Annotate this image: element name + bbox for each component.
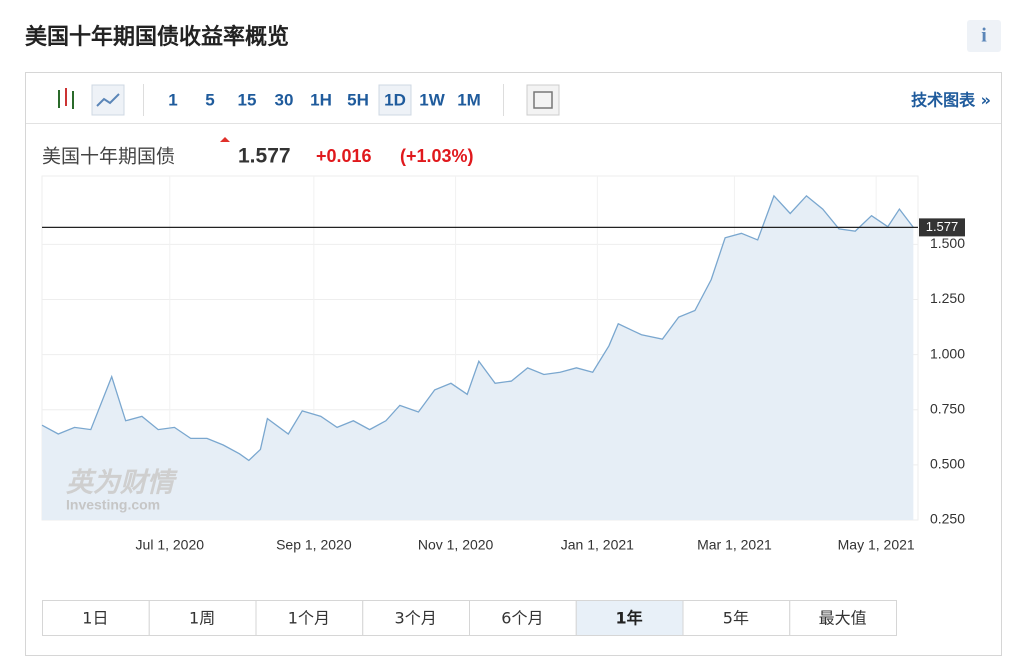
line-icon[interactable] (91, 84, 125, 116)
tech-chart-link[interactable]: 技术图表 » (911, 91, 991, 110)
range-tab[interactable] (789, 600, 897, 636)
info-icon[interactable]: i (981, 25, 987, 47)
x-tick-label: Jan 1, 2021 (561, 537, 634, 553)
x-tick-label: May 1, 2021 (838, 537, 915, 553)
up-arrow (220, 137, 230, 142)
range-tab[interactable] (682, 600, 791, 636)
interval-button[interactable]: 1H (310, 90, 332, 109)
area (42, 195, 914, 520)
watermark-brand: 英为财情 (66, 468, 178, 499)
range-tab[interactable] (42, 600, 150, 636)
range-tab-label[interactable]: 1个月 (288, 609, 330, 628)
y-tick-label: 1.000 (930, 345, 965, 361)
interval-selected (378, 84, 412, 116)
quote-change: +0.016 (316, 146, 372, 166)
watermark-site: Investing.com (66, 497, 160, 513)
line-icon-glyph (96, 93, 120, 107)
range-tab-label[interactable]: 5年 (723, 609, 749, 628)
y-tick-label: 0.500 (930, 456, 965, 472)
y-tick-label: 0.750 (930, 400, 965, 416)
y-tick-label: 0.250 (930, 511, 965, 527)
range-tab-label[interactable]: 1周 (189, 609, 215, 628)
interval-button[interactable]: 1D (384, 90, 406, 109)
last-value-label: 1.577 (926, 219, 959, 234)
range-tab-label[interactable]: 最大值 (819, 609, 867, 628)
interval-button[interactable]: 5 (205, 90, 214, 109)
interval-button[interactable]: 15 (238, 90, 257, 109)
y-tick-label: 1.250 (930, 290, 965, 306)
quote-price: 1.577 (238, 145, 291, 168)
candle-icon[interactable] (58, 88, 74, 109)
layout-icon[interactable] (526, 84, 560, 116)
range-tab[interactable] (362, 600, 470, 636)
range-tab-label[interactable]: 1日 (82, 609, 108, 628)
x-tick-label: Mar 1, 2021 (697, 537, 772, 553)
last-value-box (919, 218, 965, 237)
widget-frame (25, 72, 1002, 656)
info-button[interactable] (967, 20, 1001, 52)
quote-change-pct: (+1.03%) (400, 146, 474, 166)
x-tick-label: Nov 1, 2020 (418, 537, 494, 553)
x-tick-label: Sep 1, 2020 (276, 537, 352, 553)
range-tab-label[interactable]: 1年 (616, 609, 643, 628)
interval-button[interactable]: 30 (275, 90, 294, 109)
interval-button[interactable]: 1W (419, 90, 445, 109)
y-tick-label: 1.500 (930, 235, 965, 251)
range-tab-label[interactable]: 3个月 (395, 609, 437, 628)
range-tab[interactable] (148, 600, 257, 636)
range-tab[interactable] (255, 600, 364, 636)
interval-button[interactable]: 1M (457, 90, 481, 109)
range-tab[interactable] (469, 600, 577, 636)
layout-icon-glyph (533, 91, 553, 109)
interval-button[interactable]: 1 (168, 90, 177, 109)
page-title: 美国十年期国债收益率概览 (25, 24, 289, 50)
interval-button[interactable]: 5H (347, 90, 369, 109)
quote-name: 美国十年期国债 (42, 146, 175, 168)
range-tab-label[interactable]: 6个月 (501, 609, 543, 628)
range-tab[interactable] (575, 600, 684, 636)
line (41, 194, 914, 462)
x-tick-label: Jul 1, 2020 (136, 537, 205, 553)
